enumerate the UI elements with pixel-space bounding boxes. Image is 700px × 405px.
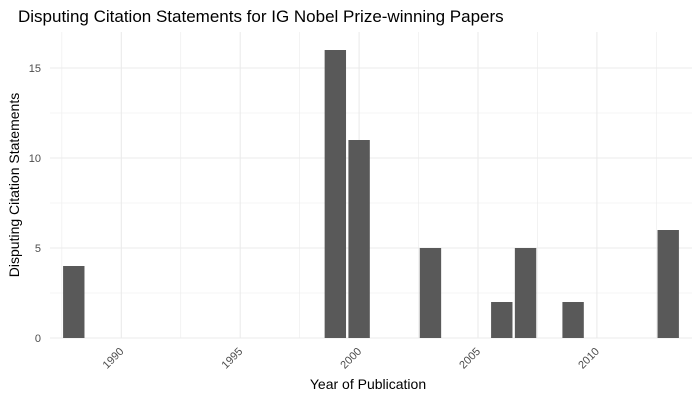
y-axis-title: Disputing Citation Statements xyxy=(6,93,22,277)
bar-layer xyxy=(63,50,679,338)
bar-2013 xyxy=(657,230,679,338)
bar-2003 xyxy=(419,248,442,338)
y-tick-label: 15 xyxy=(29,63,41,75)
y-tick-label: 0 xyxy=(35,333,41,345)
x-tick-label: 1990 xyxy=(101,346,127,372)
x-tick-label: 2010 xyxy=(576,346,602,372)
y-tick-label: 10 xyxy=(29,153,41,165)
bar-2006 xyxy=(491,302,513,338)
bar-2000 xyxy=(348,140,370,338)
x-tick-label: 1995 xyxy=(220,346,246,372)
bar-2009 xyxy=(562,302,584,338)
bar-2007 xyxy=(514,248,537,338)
grid-layer xyxy=(50,32,692,339)
x-tick-label: 2005 xyxy=(457,346,483,372)
x-axis-title: Year of Publication xyxy=(310,376,426,392)
x-tick-label: 2000 xyxy=(338,346,364,372)
bar-1999 xyxy=(324,50,347,338)
chart-title: Disputing Citation Statements for IG Nob… xyxy=(18,7,504,26)
bar-1988 xyxy=(63,266,85,338)
y-tick-label: 5 xyxy=(35,243,41,255)
